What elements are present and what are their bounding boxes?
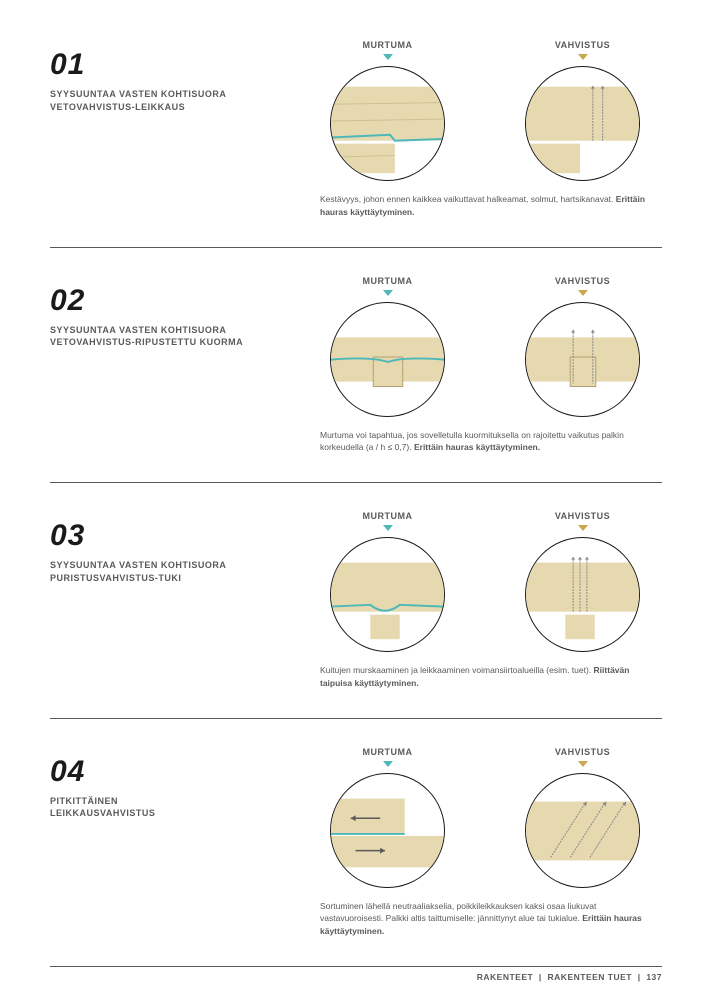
diagram-area: MURTUMA VAHVISTUS — [300, 511, 662, 690]
diagram-label: VAHVISTUS — [555, 747, 610, 757]
diagram-circle — [525, 537, 640, 652]
caption: Sortuminen lähellä neutraaliakselia, poi… — [300, 900, 662, 938]
vahvistus-block: VAHVISTUS — [515, 747, 650, 888]
caption-bold: Erittäin hauras käyttäytyminen. — [414, 442, 540, 452]
page-footer: RAKENTEET | RAKENTEEN TUET | 137 — [477, 972, 662, 982]
section-subtitle: SYYSUUNTAA VASTEN KOHTISUORA PURISTUSVAH… — [50, 559, 300, 584]
subtitle-line: SYYSUUNTAA VASTEN KOHTISUORA — [50, 325, 226, 335]
section-01: 01 SYYSUUNTAA VASTEN KOHTISUORA VETOVAHV… — [50, 40, 662, 248]
diagram-row: MURTUMA VAHVISTUS — [300, 276, 662, 417]
section-03: 03 SYYSUUNTAA VASTEN KOHTISUORA PURISTUS… — [50, 511, 662, 719]
diagram-label: MURTUMA — [363, 747, 413, 757]
triangle-icon — [383, 54, 393, 60]
diagram-label: VAHVISTUS — [555, 276, 610, 286]
diagram-label: MURTUMA — [363, 276, 413, 286]
diagram-circle — [525, 66, 640, 181]
diagram-area: MURTUMA VAHVISTUS — [300, 40, 662, 219]
subtitle-line: PITKITTÄINEN — [50, 796, 118, 806]
section-subtitle: PITKITTÄINEN LEIKKAUSVAHVISTUS — [50, 795, 300, 820]
section-number: 03 — [50, 519, 300, 553]
diagram-label: MURTUMA — [363, 511, 413, 521]
page-number: 137 — [646, 972, 662, 982]
murtuma-block: MURTUMA — [320, 40, 455, 181]
diagram-circle — [330, 537, 445, 652]
diagram-circle — [525, 773, 640, 888]
caption: Kuitujen murskaaminen ja leikkaaminen vo… — [300, 664, 662, 690]
section-header: 04 PITKITTÄINEN LEIKKAUSVAHVISTUS — [50, 747, 300, 938]
diagram-area: MURTUMA VAHVISTUS — [300, 276, 662, 455]
section-header: 01 SYYSUUNTAA VASTEN KOHTISUORA VETOVAHV… — [50, 40, 300, 219]
section-header: 03 SYYSUUNTAA VASTEN KOHTISUORA PURISTUS… — [50, 511, 300, 690]
subtitle-line: SYYSUUNTAA VASTEN KOHTISUORA — [50, 560, 226, 570]
subtitle-line: SYYSUUNTAA VASTEN KOHTISUORA — [50, 89, 226, 99]
diagram-circle — [525, 302, 640, 417]
subtitle-line: LEIKKAUSVAHVISTUS — [50, 808, 155, 818]
diagram-label: MURTUMA — [363, 40, 413, 50]
diagram-row: MURTUMA VAHVISTUS — [300, 747, 662, 888]
murtuma-block: MURTUMA — [320, 276, 455, 417]
vahvistus-block: VAHVISTUS — [515, 511, 650, 652]
triangle-icon — [578, 525, 588, 531]
vahvistus-block: VAHVISTUS — [515, 40, 650, 181]
diagram-row: MURTUMA VAHVISTUS — [300, 511, 662, 652]
caption: Murtuma voi tapahtua, jos sovelletulla k… — [300, 429, 662, 455]
subtitle-line: VETOVAHVISTUS-RIPUSTETTU KUORMA — [50, 337, 243, 347]
vahvistus-block: VAHVISTUS — [515, 276, 650, 417]
subtitle-line: PURISTUSVAHVISTUS-TUKI — [50, 573, 181, 583]
triangle-icon — [383, 525, 393, 531]
section-header: 02 SYYSUUNTAA VASTEN KOHTISUORA VETOVAHV… — [50, 276, 300, 455]
triangle-icon — [383, 761, 393, 767]
diagram-row: MURTUMA VAHVISTUS — [300, 40, 662, 181]
footer-section: RAKENTEET — [477, 972, 533, 982]
section-number: 02 — [50, 284, 300, 318]
diagram-label: VAHVISTUS — [555, 40, 610, 50]
section-subtitle: SYYSUUNTAA VASTEN KOHTISUORA VETOVAHVIST… — [50, 88, 300, 113]
triangle-icon — [578, 54, 588, 60]
diagram-circle — [330, 66, 445, 181]
caption-text: Kuitujen murskaaminen ja leikkaaminen vo… — [320, 665, 594, 675]
section-number: 01 — [50, 48, 300, 82]
triangle-icon — [383, 290, 393, 296]
caption: Kestävyys, johon ennen kaikkea vaikuttav… — [300, 193, 662, 219]
caption-text: Sortuminen lähellä neutraaliakselia, poi… — [320, 901, 596, 924]
diagram-circle — [330, 773, 445, 888]
diagram-circle — [330, 302, 445, 417]
section-04: 04 PITKITTÄINEN LEIKKAUSVAHVISTUS MURTUM… — [50, 747, 662, 967]
section-number: 04 — [50, 755, 300, 789]
subtitle-line: VETOVAHVISTUS-LEIKKAUS — [50, 102, 185, 112]
triangle-icon — [578, 290, 588, 296]
section-02: 02 SYYSUUNTAA VASTEN KOHTISUORA VETOVAHV… — [50, 276, 662, 484]
triangle-icon — [578, 761, 588, 767]
diagram-area: MURTUMA VAHVISTUS — [300, 747, 662, 938]
murtuma-block: MURTUMA — [320, 511, 455, 652]
murtuma-block: MURTUMA — [320, 747, 455, 888]
caption-text: Kestävyys, johon ennen kaikkea vaikuttav… — [320, 194, 616, 204]
diagram-label: VAHVISTUS — [555, 511, 610, 521]
footer-subsection: RAKENTEEN TUET — [548, 972, 632, 982]
section-subtitle: SYYSUUNTAA VASTEN KOHTISUORA VETOVAHVIST… — [50, 324, 300, 349]
